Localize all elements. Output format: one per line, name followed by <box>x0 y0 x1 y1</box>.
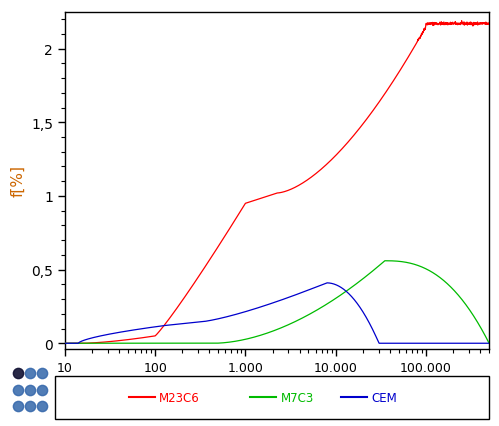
Point <box>38 403 46 410</box>
Text: M7C3: M7C3 <box>280 391 314 404</box>
Point <box>13 403 21 410</box>
Point <box>26 370 34 377</box>
Point <box>26 403 34 410</box>
Point <box>13 370 21 377</box>
Text: CEM: CEM <box>372 391 398 404</box>
Text: M23C6: M23C6 <box>159 391 200 404</box>
X-axis label: t[s]: t[s] <box>262 380 292 394</box>
Point <box>13 386 21 393</box>
Point <box>26 386 34 393</box>
Point <box>38 386 46 393</box>
Point <box>38 370 46 377</box>
Y-axis label: f[%]: f[%] <box>10 165 25 197</box>
